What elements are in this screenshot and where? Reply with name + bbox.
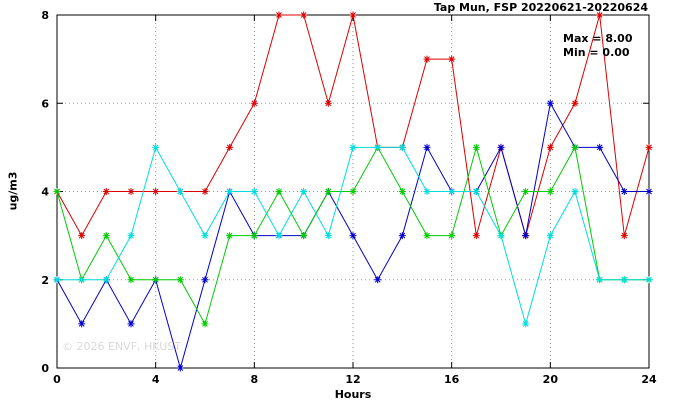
cyan-series-marker [350,144,356,151]
blue-series-marker [374,276,381,283]
cyan-series-marker [276,232,282,239]
y-tick-label: 2 [41,274,49,287]
green-series-marker [152,276,159,283]
red-series-marker [226,144,233,151]
green-series-marker [226,232,233,239]
red-series-marker [572,100,578,107]
cyan-series-marker [128,232,134,239]
cyan-series-marker [300,188,307,195]
y-tick-label: 4 [41,186,49,199]
blue-series-marker [596,144,603,151]
cyan-series-marker [251,188,258,195]
x-axis-label: Hours [334,388,372,401]
stats-annotation: Max = 8.00 Min = 0.00 [563,32,632,60]
green-series-marker [177,276,184,283]
red-series-marker [325,100,332,107]
y-axis-label: ug/m3 [6,171,20,211]
green-series-marker [251,232,258,239]
blue-series-marker [177,365,184,371]
blue-series-marker [498,144,504,151]
cyan-series-marker [54,276,60,283]
red-series-marker [300,12,307,18]
cyan-series-marker [522,321,529,327]
y-tick-label: 6 [41,97,49,110]
red-series-marker [152,188,159,195]
x-tick-label: 16 [444,373,460,386]
red-series-marker [473,232,480,239]
blue-series-marker [202,276,208,283]
blue-series-marker [547,100,554,107]
x-tick-label: 4 [152,373,160,386]
cyan-series-marker [226,188,233,195]
cyan-series-marker [572,188,578,195]
green-series-marker [276,188,282,195]
red-series-marker [596,12,603,18]
cyan-series-marker [78,276,85,283]
red-series-marker [448,56,455,62]
red-series-marker [547,144,554,151]
blue-series-marker [646,188,652,195]
blue-series-marker [399,232,406,239]
y-tick-label: 8 [41,9,49,22]
green-series-marker [547,188,554,195]
green-series-marker [350,188,356,195]
red-series-marker [424,56,430,62]
cyan-series-marker [325,232,332,239]
blue-series-marker [350,232,356,239]
green-series-marker [424,232,430,239]
green-series-marker [522,188,529,195]
cyan-series-marker [646,276,652,283]
red-series-marker [78,232,85,239]
cyan-series-marker [152,144,159,151]
blue-series-marker [78,321,85,327]
x-tick-label: 24 [641,373,657,386]
green-series-marker [448,232,455,239]
cyan-series-marker [547,232,554,239]
red-series-marker [621,232,628,239]
cyan-series-marker [103,276,110,283]
min-value-label: Min = 0.00 [563,45,630,59]
red-series-marker [350,12,356,18]
green-series-marker [54,188,60,195]
cyan-series-marker [448,188,455,195]
blue-series-marker [424,144,430,151]
red-series-marker [202,188,208,195]
green-series-marker [202,321,208,327]
green-series-marker [300,232,307,239]
red-series-marker [276,12,282,18]
cyan-series-marker [399,144,406,151]
green-series-marker [103,232,110,239]
x-tick-label: 0 [53,373,61,386]
blue-series-marker [621,188,628,195]
cyan-series-marker [202,232,208,239]
blue-series-marker [522,232,529,239]
cyan-series-marker [473,188,480,195]
green-series-marker [128,276,134,283]
red-series-marker [103,188,110,195]
x-tick-label: 12 [345,373,360,386]
green-series-marker [473,144,480,151]
max-value-label: Max = 8.00 [563,32,633,45]
x-tick-label: 8 [251,373,259,386]
green-series-marker [572,144,578,151]
cyan-series-marker [424,188,430,195]
green-series-marker [399,188,406,195]
cyan-series-marker [374,144,381,151]
cyan-series-marker [177,188,184,195]
red-series-marker [128,188,134,195]
cyan-series-marker [596,276,603,283]
red-series-marker [251,100,258,107]
x-tick-label: 20 [543,373,559,386]
y-tick-label: 0 [41,362,49,375]
green-series-marker [325,188,332,195]
watermark-text: © 2026 ENVF, HKUST [62,340,181,353]
cyan-series-marker [621,276,628,283]
cyan-series-marker [498,232,504,239]
red-series-marker [646,144,652,151]
chart-title: Tap Mun, FSP 20220621-20220624 [433,1,648,14]
red-series-line [56,14,650,238]
blue-series-marker [128,321,134,327]
